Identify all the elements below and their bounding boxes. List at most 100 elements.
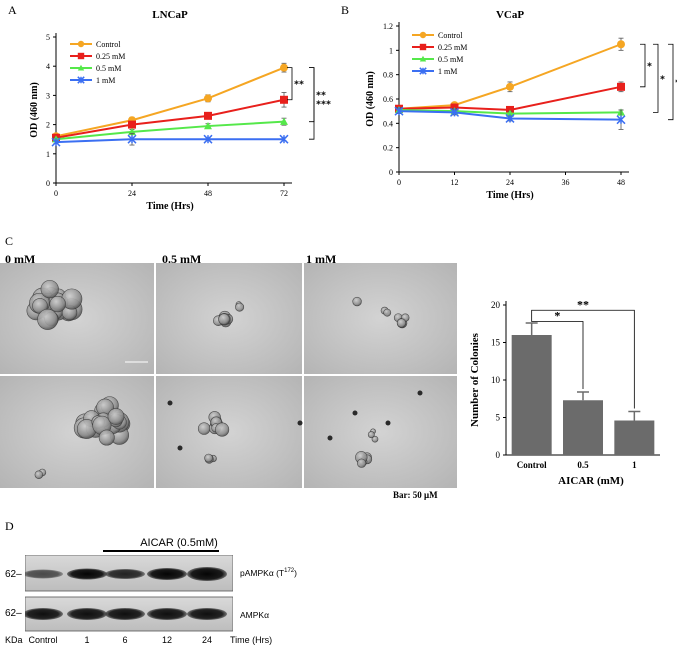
chart-legend: Control 0.25 mM 0.5 mM 1 mM (412, 31, 467, 76)
marker-x (279, 134, 289, 144)
series-line (55, 66, 285, 138)
marker-square (280, 95, 288, 104)
marker-circle (204, 94, 212, 103)
y-tick-label: 0.4 (383, 119, 393, 128)
cell (107, 408, 125, 425)
y-tick-label: 0 (46, 179, 50, 188)
y-tick-label: 1 (389, 46, 393, 55)
bar-control (511, 335, 552, 455)
band-pampk-6 (105, 569, 145, 579)
blot-row-label-ampk: AMPKα (240, 610, 270, 620)
bracket-line (531, 309, 635, 409)
marker-triangle (419, 55, 427, 62)
micrograph-tile-3 (304, 263, 457, 374)
y-tick-label: 10 (491, 375, 501, 385)
cell-cluster (235, 301, 245, 312)
micrograph-label-05mm: 0.5 mM (162, 252, 202, 266)
marker-triangle (77, 64, 85, 71)
legend-label: Control (438, 31, 463, 40)
significance-mark: ** (577, 297, 589, 311)
blot-unit-label: KDa (5, 635, 23, 645)
cell (383, 308, 392, 317)
cell-cluster (204, 453, 217, 464)
y-tick-label: 3 (46, 91, 50, 100)
band-pampk-24 (187, 567, 227, 581)
cell-cluster (213, 310, 234, 328)
y-tick-label: 1 (46, 150, 50, 159)
bracket-line (309, 67, 315, 140)
lane-label-24: 24 (201, 635, 212, 645)
marker-triangle (204, 122, 212, 130)
series-line (398, 108, 622, 115)
y-tick-label: 2 (46, 121, 50, 130)
series-1-mm (394, 106, 626, 130)
significance-bracket: * (668, 43, 677, 121)
legend-label: 0.5 mM (438, 55, 463, 64)
panel-label-a: A (8, 3, 17, 17)
legend-label: 0.25 mM (96, 52, 125, 61)
band-ampk-12 (147, 608, 187, 620)
cell (204, 453, 213, 463)
x-tick-label: 0 (54, 189, 58, 198)
significance-mark: * (660, 74, 665, 85)
significance-mark: * (647, 62, 652, 73)
significance-mark: ** (316, 91, 326, 102)
y-tick-label: 5 (496, 413, 501, 423)
bracket-line (653, 43, 659, 113)
lane-label-1: 1 (84, 635, 90, 645)
x-tick-label: 24 (128, 189, 136, 198)
cell (98, 429, 115, 446)
cell (215, 422, 230, 437)
band-pampk-1 (67, 568, 107, 580)
cell-cluster (393, 313, 410, 329)
y-axis-label: OD (460 nm) (29, 82, 40, 138)
marker-label-1: 62– (5, 569, 22, 580)
lane-label-control: Control (28, 635, 58, 645)
colony-micrographs (0, 263, 457, 488)
y-tick-label: 5 (46, 33, 50, 42)
series-line (398, 110, 622, 121)
debris-dot (327, 435, 333, 441)
cell (367, 431, 375, 439)
significance-mark: * (554, 309, 560, 323)
pampk-suffix: ) (294, 568, 297, 578)
line-chart-vcap: VCaP 0 0.2 0.4 0.6 0.8 1 1.2 0 12 24 36 48 Time (Hrs)… (365, 9, 677, 201)
cell (235, 302, 245, 312)
cell (34, 470, 44, 479)
y-tick-label: 4 (46, 62, 50, 71)
micrograph-tile-5 (156, 376, 302, 488)
blot-treatment-line (103, 550, 219, 552)
series-line (398, 85, 622, 111)
bar-0.5 (563, 400, 603, 455)
band-ampk-6 (105, 608, 145, 620)
debris-dot (385, 420, 391, 426)
x-tick-label: Control (517, 460, 547, 470)
x-tick-label: 72 (280, 189, 288, 198)
cell (197, 422, 211, 435)
cell-cluster (352, 296, 362, 307)
significance-bracket: ** (309, 67, 326, 123)
series-1-mm (51, 132, 289, 147)
y-tick-label: 0.6 (383, 95, 393, 104)
cell-cluster (34, 468, 47, 479)
significance-bracket: ** (287, 67, 304, 101)
cell (396, 318, 407, 328)
marker-square (77, 52, 85, 60)
series-line (398, 43, 622, 110)
band-ampk-1 (67, 608, 107, 620)
cell-cluster (367, 428, 379, 443)
x-tick-label: 12 (451, 178, 459, 187)
bar-chart-colonies: 0 5 10 15 20 Control 0.5 1 AICAR (mM) Number of C… (469, 297, 660, 487)
x-tick-label: 48 (617, 178, 625, 187)
bracket-line (531, 319, 584, 389)
cell-cluster (26, 280, 83, 330)
blot-time-label: Time (Hrs) (230, 635, 273, 645)
bar-1 (614, 420, 655, 455)
cell (218, 313, 230, 325)
cell (49, 295, 66, 313)
marker-triangle (280, 117, 288, 125)
cell (40, 280, 59, 299)
y-tick-label: 20 (491, 300, 501, 310)
cell-cluster (355, 451, 373, 468)
micrograph-label-1mm: 1 mM (306, 252, 337, 266)
